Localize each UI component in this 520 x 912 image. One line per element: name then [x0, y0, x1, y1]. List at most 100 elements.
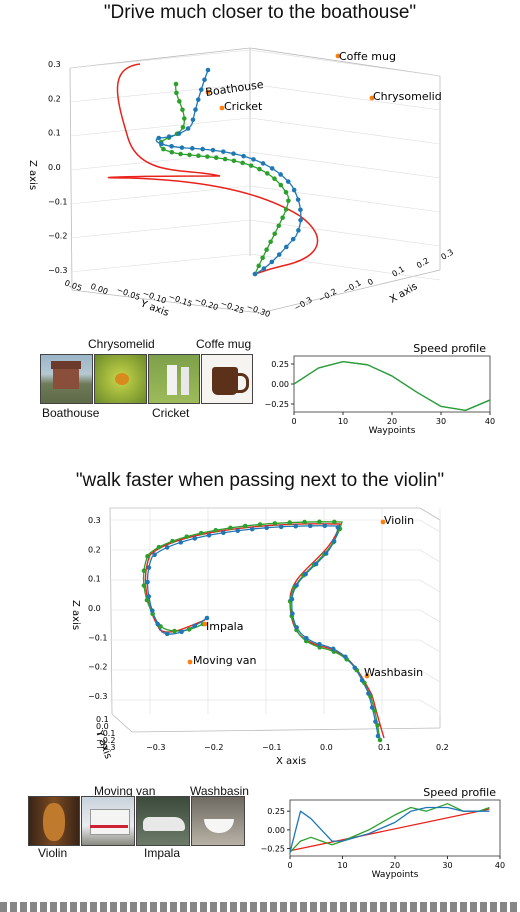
waypoint-marker: [373, 719, 378, 724]
waypoint-marker: [242, 523, 248, 529]
object-marker: [369, 95, 375, 101]
y-tick-label: −0.25: [260, 845, 285, 854]
coffee-mug-thumbnail: [201, 354, 253, 404]
panel1-z-ticks: 0.3 0.2 0.1 0.0 −0.1 −0.2 −0.3: [48, 60, 67, 275]
x-tick-label: 40: [495, 861, 505, 870]
waypoint-marker: [155, 621, 161, 627]
y-tick-label: −0.25: [264, 400, 289, 409]
impala-thumbnail: [136, 796, 190, 846]
waypoint-marker: [187, 152, 192, 158]
waypoint-marker: [182, 116, 187, 121]
y-tick-label: 0.00: [271, 380, 289, 389]
waypoint-marker: [173, 81, 179, 87]
waypoint-marker: [164, 631, 170, 637]
tick-label: 0.05: [63, 278, 83, 293]
waypoint-marker: [152, 552, 157, 557]
object-label: Washbasin: [364, 666, 423, 679]
waypoint-marker: [220, 149, 226, 154]
tick-label: −0.3: [88, 692, 107, 701]
object-marker: [205, 89, 211, 95]
waypoint-marker: [317, 641, 322, 647]
panel1-x-ticks: −0.3 −0.2 −0.1 0 0.1 0.2 0.3: [293, 248, 456, 313]
series-line: [293, 360, 491, 412]
tick-label: −0.1: [88, 633, 107, 642]
waypoint-marker: [307, 523, 313, 529]
tick-label: 0.0: [96, 722, 109, 731]
waypoint-marker: [205, 67, 211, 73]
waypoint-marker: [179, 145, 185, 150]
panel2-x-ticks: −0.3 −0.2 −0.1 0.0 0.1 0.2: [146, 743, 449, 752]
plot-frame: [289, 799, 501, 857]
panel2-green-trajectory: [142, 521, 381, 741]
x-tick-label: 30: [442, 861, 452, 870]
panel2-waypoints: [141, 519, 383, 743]
series-line: [289, 808, 490, 852]
y-tick-label: 0.25: [271, 360, 289, 369]
waypoint-marker: [178, 540, 184, 545]
tick-label: 0.0: [320, 743, 333, 752]
waypoint-marker: [206, 532, 212, 538]
waypoint-marker: [198, 87, 204, 92]
waypoint-marker: [231, 151, 236, 156]
panel1-3d-grid: [69, 49, 441, 281]
waypoint-marker: [231, 158, 237, 164]
x-tick-label: 30: [436, 417, 446, 426]
waypoint-marker: [294, 625, 299, 630]
thumb-label: Boathouse: [42, 406, 100, 420]
waypoint-marker: [146, 565, 152, 570]
tick-label: 0.2: [415, 256, 431, 270]
object-label: Chrysomelid: [373, 90, 442, 103]
waypoint-marker: [303, 571, 308, 577]
waypoint-marker: [186, 627, 192, 632]
waypoint-marker: [359, 678, 365, 683]
waypoint-marker: [289, 596, 295, 602]
tick-label: 0.0: [48, 163, 61, 172]
waypoint-marker: [166, 134, 172, 139]
waypoint-marker: [195, 97, 201, 102]
waypoint-marker: [317, 519, 322, 525]
panel1-3d-plot: 0.30.20.10.0−0.1−0.2−0.3 0.05 0.00 −0.05 −0…: [27, 47, 456, 319]
waypoint-marker: [179, 629, 184, 635]
waypoint-marker: [261, 266, 267, 271]
waypoint-marker: [332, 519, 337, 525]
tick-label: −0.2: [204, 743, 223, 752]
thumb-label: Violin: [38, 846, 68, 860]
waypoint-marker: [283, 190, 289, 195]
x-tick-label: 20: [387, 417, 397, 426]
object-label: Cricket: [224, 100, 263, 113]
panel2-title: "walk faster when passing next to the vi…: [75, 470, 445, 491]
waypoint-marker: [156, 135, 162, 141]
waypoint-marker: [176, 131, 182, 136]
waypoint-marker: [161, 146, 166, 152]
tick-label: 0.3: [440, 248, 456, 262]
waypoint-marker: [164, 545, 170, 550]
panel2-3d-plot: 0.30.20.10.0−0.1−0.2−0.3 0.10.0−0.1−0.2−…: [70, 507, 449, 767]
caption-remnant: [0, 896, 520, 912]
waypoint-marker: [174, 90, 179, 96]
violin-thumbnail: [28, 796, 80, 846]
waypoint-marker: [377, 737, 383, 743]
waypoint-marker: [272, 521, 278, 526]
tick-label: −0.25: [219, 299, 245, 316]
waypoint-marker: [290, 236, 296, 242]
waypoint-marker: [294, 583, 299, 588]
object-marker: [364, 673, 370, 679]
object-marker: [187, 659, 193, 665]
tick-label: 0.2: [48, 94, 61, 103]
waypoint-marker: [180, 107, 185, 113]
tick-label: −0.2: [88, 663, 107, 672]
speed-title: Speed profile: [423, 786, 496, 799]
tick-label: 0.2: [436, 743, 449, 752]
waypoint-marker: [323, 551, 329, 556]
waypoint-marker: [141, 583, 147, 588]
waypoint-marker: [205, 154, 210, 159]
waypoint-marker: [192, 623, 198, 629]
waypoint-marker: [240, 160, 245, 166]
y-tick-label: 0.25: [267, 807, 285, 816]
object-label: Moving van: [193, 654, 256, 667]
waypoint-marker: [144, 597, 150, 603]
object-label: Violin: [384, 514, 414, 527]
x-tick-label: 0: [287, 861, 292, 870]
waypoint-marker: [169, 149, 175, 155]
waypoint-marker: [291, 187, 297, 193]
